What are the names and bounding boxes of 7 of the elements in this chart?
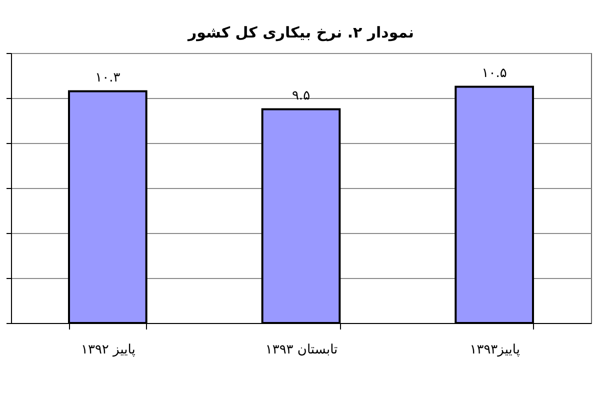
data-label: ۱۰.۵	[482, 66, 507, 81]
data-label: ۹.۵	[292, 88, 310, 104]
x-tick-label: تابستان ۱۳۹۳	[265, 342, 338, 358]
chart-title: نمودار ۲. نرخ بیکاری کل کشور	[187, 24, 414, 42]
x-tick-label: پاییز ۱۳۹۲	[80, 342, 136, 358]
data-label: ۱۰.۳	[95, 70, 120, 86]
x-tick-label: پاییز۱۳۹۳	[470, 342, 520, 358]
